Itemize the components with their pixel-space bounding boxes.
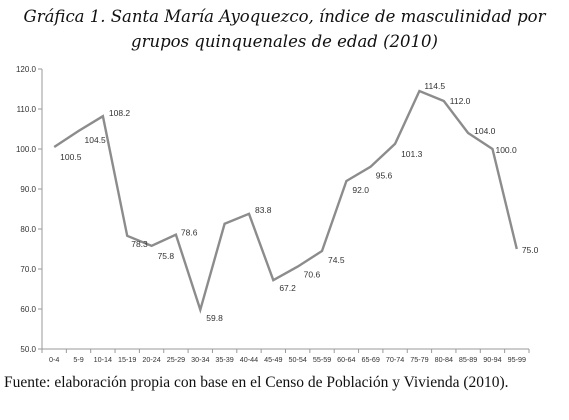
data-label: 70.6 [304,270,321,280]
x-tick-label: 5-9 [73,355,83,364]
line-chart: 50.0 60.0 70.0 80.0 90.0 100.0 110.0 120.0 0-4 5… [16,65,539,364]
data-label: 95.6 [376,171,393,181]
x-tick-label: 10-14 [94,355,112,364]
data-label: 75.0 [522,245,539,255]
x-tick-label: 35-39 [215,355,233,364]
x-tick-label: 80-84 [435,355,453,364]
x-tick-label: 0-4 [49,355,59,364]
data-label: 75.8 [158,251,175,261]
data-label: 59.8 [206,313,223,323]
data-label: 78.6 [181,228,198,238]
x-tick-label: 25-29 [167,355,185,364]
chart-title-line-1: Gráfica 1. Santa María Ayoquezco, índice… [23,7,546,26]
y-axis-ticks: 50.0 60.0 70.0 80.0 90.0 100.0 110.0 120.0 [16,65,42,354]
y-tick-label: 110.0 [17,105,37,114]
x-tick-label: 65-69 [362,355,380,364]
x-tick-label: 70-74 [386,355,404,364]
data-label: 83.8 [255,205,272,215]
x-tick-label: 75-79 [410,355,428,364]
x-tick-label: 85-89 [459,355,477,364]
data-label: 104.0 [474,126,496,136]
x-tick-label: 20-24 [142,355,160,364]
series-line [53,89,518,314]
data-label: 67.2 [279,283,296,293]
y-tick-label: 90.0 [20,185,36,194]
data-label: 100.0 [495,145,517,155]
y-tick-label: 120.0 [16,65,37,74]
data-label: 114.5 [424,81,445,91]
data-label: 108.2 [109,108,131,118]
data-label: 112.0 [450,96,471,106]
chart-title: Gráfica 1. Santa María Ayoquezco, índice… [0,4,569,54]
x-tick-label: 90-94 [483,355,501,364]
data-label: 92.0 [352,185,369,195]
series-line-group [53,89,518,314]
chart-title-line-2: grupos quinquenales de edad (2010) [131,32,438,51]
y-tick-label: 50.0 [20,345,36,354]
y-tick-label: 80.0 [20,225,36,234]
x-tick-label: 15-19 [118,355,136,364]
data-label: 78.3 [131,239,148,249]
source-note: Fuente: elaboración propia con base en e… [4,374,509,391]
data-label: 104.5 [85,135,107,145]
data-label: 101.3 [401,149,423,159]
x-tick-label: 60-64 [337,355,355,364]
x-tick-label: 40-44 [240,355,258,364]
x-axis-ticks: 0-4 5-9 10-14 15-19 20-24 25-29 30-34 35-39 40-4… [41,349,530,364]
data-label: 100.5 [60,152,82,162]
y-tick-label: 100.0 [16,145,37,154]
x-tick-label: 30-34 [191,355,209,364]
y-tick-label: 70.0 [20,265,36,274]
x-tick-label: 45-49 [264,355,282,364]
x-tick-label: 55-59 [313,355,331,364]
y-tick-label: 60.0 [20,305,36,314]
x-tick-label: 50-54 [288,355,306,364]
x-tick-label: 95-99 [508,355,526,364]
data-label: 74.5 [328,255,345,265]
